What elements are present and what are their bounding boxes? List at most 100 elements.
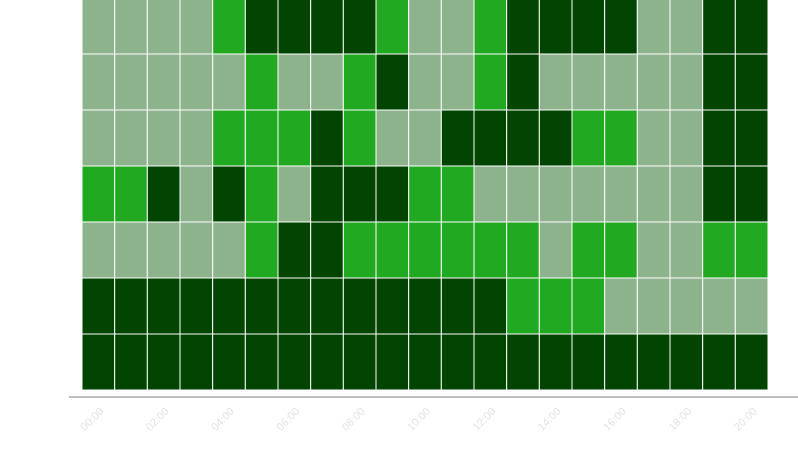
heatmap-cell (342, 53, 377, 111)
heatmap-cell (244, 109, 279, 167)
heatmap-cell (375, 277, 410, 335)
heatmap-cell (669, 333, 704, 391)
heatmap-cell (734, 165, 769, 223)
heatmap-cell (538, 333, 573, 391)
heatmap-cell (408, 0, 442, 55)
heatmap-cell (212, 221, 246, 279)
heatmap-cell (734, 109, 769, 167)
heatmap-cell (342, 221, 377, 279)
heatmap-cell (310, 0, 344, 55)
heatmap-cell (473, 333, 508, 391)
heatmap-cell (114, 0, 148, 55)
heatmap-cell (538, 277, 573, 335)
heatmap-cell (506, 221, 540, 279)
heatmap-cell (440, 165, 475, 223)
heatmap-cell (604, 277, 638, 335)
heatmap-cell (277, 53, 312, 111)
heatmap-cell (571, 109, 606, 167)
heatmap-cell (636, 221, 671, 279)
heatmap-cell (604, 109, 638, 167)
heatmap-cell (440, 109, 475, 167)
heatmap-cell (179, 109, 214, 167)
heatmap-cell (244, 53, 279, 111)
heatmap-cell (604, 221, 638, 279)
heatmap-cell (244, 0, 279, 55)
heatmap-cell (506, 165, 540, 223)
heatmap-cell (114, 277, 148, 335)
heatmap-cell (604, 0, 638, 55)
heatmap-cell (310, 109, 344, 167)
heatmap-cell (604, 53, 638, 111)
heatmap-cell (244, 277, 279, 335)
heatmap-cell (440, 333, 475, 391)
heatmap-cell (571, 277, 606, 335)
heatmap-cell (473, 277, 508, 335)
heatmap-cell (636, 109, 671, 167)
heatmap-cell (408, 109, 442, 167)
heatmap-cell (146, 333, 181, 391)
heatmap-cell (440, 0, 475, 55)
heatmap-cell (310, 53, 344, 111)
heatmap-cell (702, 221, 736, 279)
heatmap-cell (310, 165, 344, 223)
heatmap-cell (212, 109, 246, 167)
heatmap-cell (440, 53, 475, 111)
heatmap-cell (702, 333, 736, 391)
heatmap-cell (277, 165, 312, 223)
heatmap-cell (81, 109, 116, 167)
heatmap-cell (669, 53, 704, 111)
heatmap-cell (538, 109, 573, 167)
heatmap-cell (375, 109, 410, 167)
heatmap-cell (212, 53, 246, 111)
heatmap-cell (342, 0, 377, 55)
heatmap-cell (146, 277, 181, 335)
heatmap-cell (81, 221, 116, 279)
heatmap-cell (310, 333, 344, 391)
heatmap-cell (571, 165, 606, 223)
heatmap-cell (342, 277, 377, 335)
heatmap-cell (636, 0, 671, 55)
heatmap-cell (702, 277, 736, 335)
heatmap-cell (81, 333, 116, 391)
heatmap-cell (114, 221, 148, 279)
heatmap-cell (146, 53, 181, 111)
heatmap-cell (506, 53, 540, 111)
heatmap-cell (244, 165, 279, 223)
heatmap-cell (702, 0, 736, 55)
heatmap-cell (734, 277, 769, 335)
heatmap-cell (636, 333, 671, 391)
heatmap-cell (81, 0, 116, 55)
heatmap-cell (212, 333, 246, 391)
heatmap-cell (734, 53, 769, 111)
heatmap-cell (408, 53, 442, 111)
heatmap-cell (81, 165, 116, 223)
heatmap-cell (81, 277, 116, 335)
heatmap-cell (310, 221, 344, 279)
heatmap-cell (277, 333, 312, 391)
heatmap-cell (114, 109, 148, 167)
heatmap-cell (114, 165, 148, 223)
heatmap-cell (702, 165, 736, 223)
heatmap-cell (342, 333, 377, 391)
heatmap-cell (440, 277, 475, 335)
heatmap-cell (375, 165, 410, 223)
heatmap-cell (636, 53, 671, 111)
heatmap-cell (179, 53, 214, 111)
x-tick-label: 06:00 (275, 406, 303, 434)
heatmap-cell (571, 0, 606, 55)
heatmap-cell (146, 109, 181, 167)
heatmap-cell (146, 165, 181, 223)
heatmap-cell (669, 277, 704, 335)
heatmap-cell (702, 109, 736, 167)
x-tick-label: 18:00 (667, 406, 695, 434)
heatmap-cell (146, 221, 181, 279)
heatmap-cell (538, 221, 573, 279)
heatmap-cell (538, 0, 573, 55)
heatmap-cell (408, 221, 442, 279)
heatmap-cell (408, 165, 442, 223)
heatmap-cell (734, 221, 769, 279)
heatmap-cell (342, 109, 377, 167)
x-tick-label: 14:00 (536, 406, 564, 434)
heatmap-cell (669, 109, 704, 167)
heatmap-cell (473, 53, 508, 111)
